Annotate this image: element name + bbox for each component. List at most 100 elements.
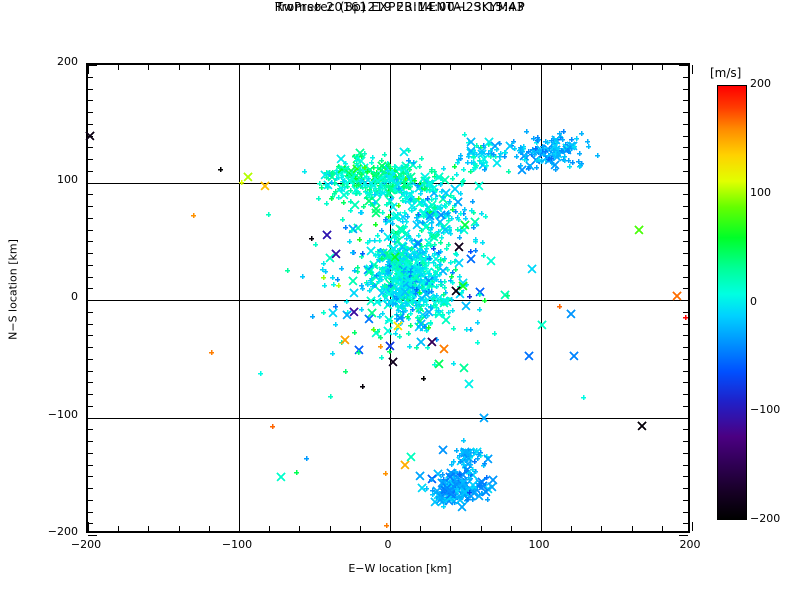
scatter-point	[585, 143, 592, 150]
scatter-point	[344, 183, 351, 190]
scatter-point	[342, 368, 349, 375]
scatter-point	[439, 344, 449, 354]
axis-tick	[683, 264, 688, 266]
scatter-point	[377, 343, 384, 350]
scatter-point	[406, 253, 413, 260]
colorbar-gradient	[717, 85, 747, 520]
scatter-point	[348, 276, 358, 286]
axis-tick	[88, 300, 97, 301]
axis-tick	[208, 65, 210, 70]
scatter-point	[460, 166, 467, 173]
scatter-point	[378, 286, 385, 293]
scatter-point	[417, 190, 424, 197]
scatter-point	[419, 260, 426, 267]
scatter-point	[395, 202, 402, 209]
scatter-point	[431, 241, 438, 248]
axis-tick	[679, 535, 688, 536]
axis-tick	[601, 65, 603, 70]
scatter-point	[477, 149, 487, 159]
scatter-point	[420, 213, 427, 220]
scatter-point	[467, 168, 474, 175]
scatter-point	[476, 306, 483, 313]
scatter-point	[371, 208, 381, 218]
scatter-point	[344, 165, 351, 172]
scatter-point	[417, 246, 424, 253]
scatter-point	[265, 211, 272, 218]
scatter-point	[452, 266, 459, 273]
scatter-point	[424, 307, 434, 317]
scatter-point	[345, 173, 352, 180]
axis-tick	[683, 206, 688, 207]
scatter-point	[432, 203, 443, 213]
scatter-point	[370, 164, 377, 171]
scatter-point	[454, 214, 461, 221]
scatter-point	[419, 219, 426, 226]
scatter-point	[375, 278, 382, 285]
scatter-point	[303, 455, 310, 462]
scatter-point	[425, 324, 432, 331]
scatter-point	[391, 258, 398, 265]
scatter-point	[439, 312, 446, 319]
x-tick-label: 0	[384, 538, 392, 551]
scatter-point	[425, 211, 435, 221]
scatter-point	[293, 469, 300, 476]
scatter-point	[672, 291, 682, 302]
scatter-point	[416, 283, 423, 290]
scatter-point	[407, 294, 414, 301]
scatter-point	[378, 354, 385, 361]
axis-tick	[683, 288, 688, 290]
axis-tick	[88, 123, 93, 125]
scatter-point	[544, 139, 551, 146]
axis-tick	[683, 394, 688, 395]
axis-tick	[88, 335, 93, 337]
scatter-point	[335, 194, 342, 201]
scatter-point	[389, 301, 396, 308]
scatter-point	[356, 236, 363, 243]
scatter-point	[353, 190, 360, 197]
axis-tick	[683, 476, 688, 478]
scatter-point	[479, 412, 489, 423]
axis-tick	[88, 182, 97, 184]
scatter-point	[461, 131, 468, 138]
scatter-point	[411, 177, 418, 184]
scatter-point	[492, 158, 502, 168]
scatter-point	[339, 172, 346, 179]
x-axis-title: E−W location [km]	[348, 562, 452, 575]
scatter-point	[243, 172, 253, 182]
axis-tick	[88, 100, 93, 102]
scatter-point	[377, 161, 387, 172]
scatter-point	[433, 276, 440, 283]
scatter-point	[371, 191, 378, 198]
scatter-point	[331, 190, 338, 197]
scatter-point	[381, 297, 388, 304]
axis-tick	[88, 358, 93, 360]
scatter-point	[372, 221, 379, 228]
scatter-point	[366, 178, 376, 188]
scatter-point	[460, 220, 470, 230]
axis-tick	[88, 464, 93, 466]
axis-tick	[88, 206, 93, 207]
scatter-point	[540, 151, 547, 158]
scatter-point	[517, 149, 524, 156]
scatter-point	[469, 496, 476, 503]
scatter-point	[468, 207, 475, 214]
scatter-point	[387, 202, 398, 212]
scatter-point	[384, 317, 391, 324]
scatter-point	[418, 155, 425, 162]
scatter-point	[379, 185, 386, 192]
scatter-point	[416, 163, 423, 170]
axis-tick	[88, 394, 93, 395]
scatter-point	[329, 350, 336, 357]
scatter-point	[392, 321, 403, 331]
scatter-point	[416, 337, 426, 347]
scatter-point	[339, 181, 346, 188]
scatter-point	[470, 224, 477, 231]
axis-tick	[88, 511, 93, 513]
scatter-point	[260, 181, 270, 191]
axis-tick	[88, 147, 93, 149]
scatter-point	[377, 273, 384, 280]
scatter-point	[580, 394, 587, 401]
scatter-point	[333, 175, 340, 182]
scatter-point	[420, 375, 427, 382]
axis-tick	[683, 147, 688, 149]
